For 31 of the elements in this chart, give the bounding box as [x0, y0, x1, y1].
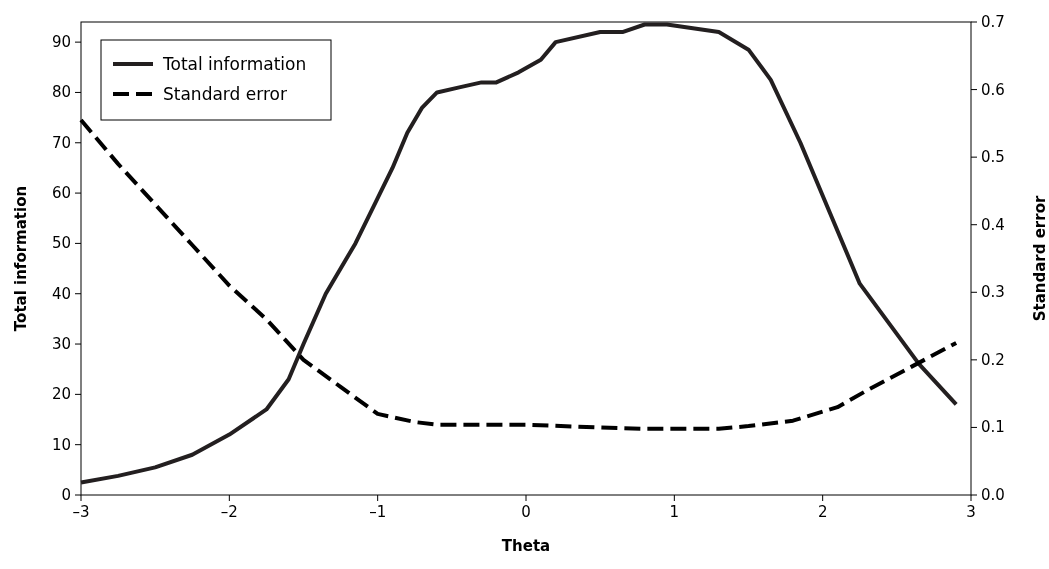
x-tick-label: –1: [369, 503, 387, 521]
x-tick-label: 2: [817, 503, 828, 521]
x-tick-label: –3: [72, 503, 90, 521]
x-tick-label: 0: [521, 503, 531, 521]
y2-tick-label: 0.5: [981, 148, 1005, 167]
x-tick-label: 1: [669, 503, 680, 521]
y-tick-label: 0: [61, 486, 71, 504]
legend-label: Standard error: [163, 84, 287, 104]
y-tick-label: 40: [51, 284, 71, 303]
y-tick-label: 50: [51, 234, 71, 253]
y-tick-label: 10: [51, 435, 71, 454]
y-tick-label: 80: [51, 83, 71, 102]
y2-tick-label: 0.4: [981, 215, 1005, 234]
x-tick-label: –2: [220, 503, 238, 521]
legend-label: Total information: [162, 54, 307, 74]
y2-tick-label: 0.0: [981, 486, 1005, 504]
line-series: [79, 22, 959, 485]
x-tick-label: 3: [966, 503, 976, 521]
y-tick-label: 90: [51, 33, 71, 52]
x-axis-title: Theta: [501, 537, 551, 555]
y2-tick-label: 0.1: [981, 418, 1005, 437]
y2-axis-title: Standard error: [1031, 195, 1049, 322]
y-tick-label: 30: [51, 335, 71, 354]
y2-tick-label: 0.7: [981, 13, 1005, 31]
y-tick-label: 20: [51, 385, 71, 404]
y2-tick-label: 0.6: [981, 80, 1005, 99]
y-tick-label: 60: [51, 184, 71, 203]
y2-tick-label: 0.2: [981, 350, 1005, 369]
y2-tick-label: 0.3: [981, 283, 1005, 302]
y-axis-title: Total information: [12, 185, 30, 332]
y-tick-label: 70: [51, 133, 71, 152]
